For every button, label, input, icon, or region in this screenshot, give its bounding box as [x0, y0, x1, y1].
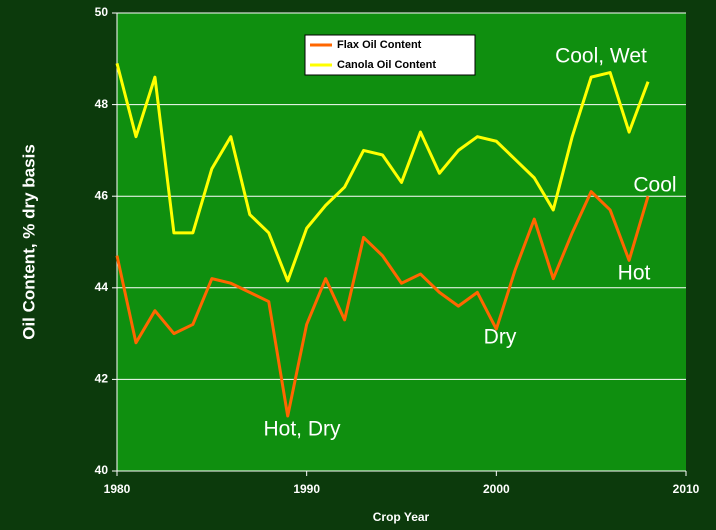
y-tick-label: 50	[95, 5, 109, 19]
y-axis-label: Oil Content, % dry basis	[19, 144, 38, 340]
annotation: Hot	[618, 262, 651, 285]
data-line	[115, 190, 650, 418]
annotation: Hot, Dry	[263, 418, 341, 441]
legend-label: Canola Oil Content	[337, 59, 436, 71]
annotation: Cool, Wet	[555, 45, 647, 68]
plot-area	[117, 13, 686, 471]
y-tick-label: 42	[95, 372, 109, 386]
x-tick-label: 1990	[293, 482, 320, 496]
y-tick-label: 48	[95, 97, 109, 111]
legend-label: Flax Oil Content	[337, 39, 422, 51]
y-tick-label: 46	[95, 188, 109, 202]
x-tick-label: 1980	[104, 482, 131, 496]
annotation: Cool	[633, 174, 676, 197]
data-line	[115, 63, 650, 283]
x-axis-label: Crop Year	[373, 510, 430, 524]
x-tick-label: 2010	[673, 482, 700, 496]
x-tick-label: 2000	[483, 482, 510, 496]
y-tick-label: 44	[95, 280, 109, 294]
annotation: Dry	[484, 326, 517, 349]
legend	[304, 34, 476, 76]
y-tick-label: 40	[95, 463, 109, 477]
